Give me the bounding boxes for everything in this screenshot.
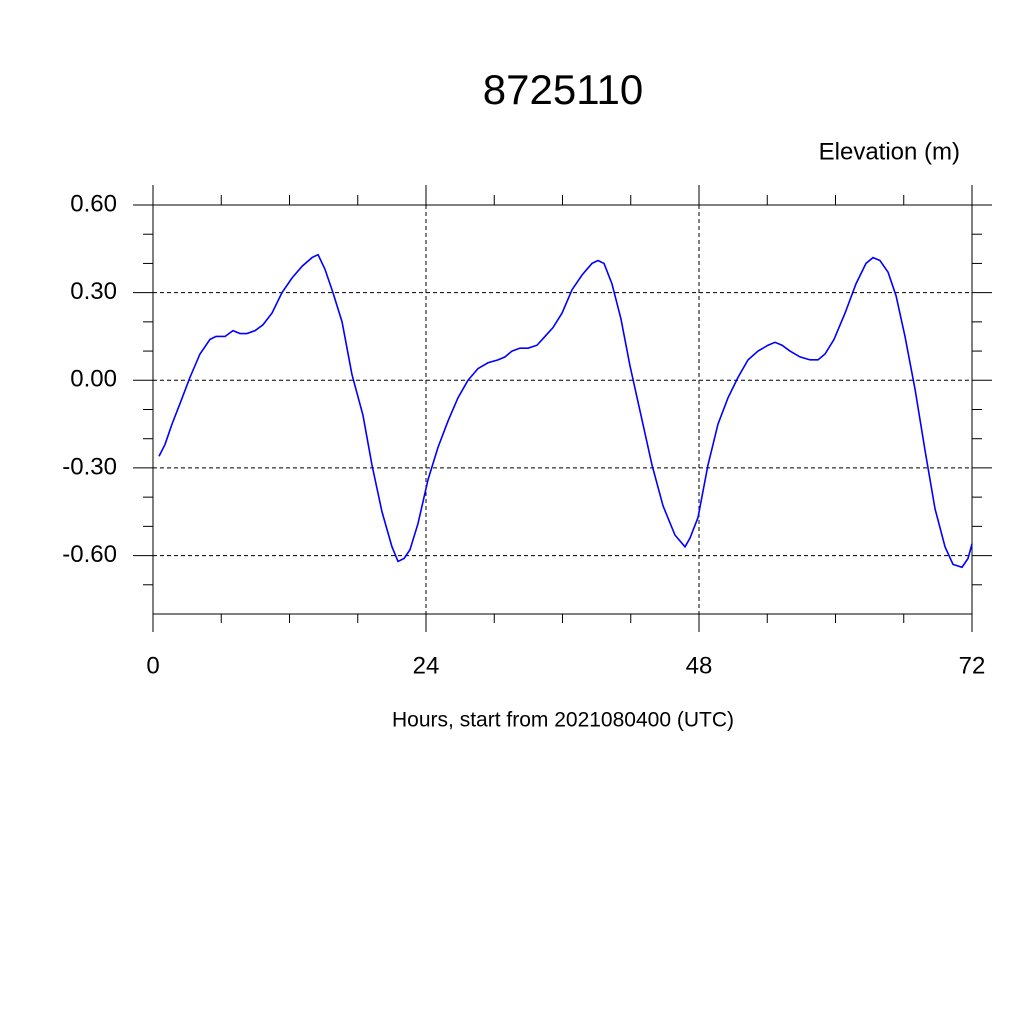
y-tick-label: -0.60 xyxy=(62,541,117,568)
y-tick-label: -0.30 xyxy=(62,453,117,480)
x-tick-label: 24 xyxy=(413,652,440,679)
x-axis-label: Hours, start from 2021080400 (UTC) xyxy=(392,709,734,732)
y-tick-label: 0.30 xyxy=(70,278,117,305)
data-line xyxy=(158,253,973,569)
chart-title: 8725110 xyxy=(483,66,643,113)
y-tick-label: 0.00 xyxy=(70,366,117,393)
y-tick-label: 0.60 xyxy=(70,190,117,217)
x-tick-label: 72 xyxy=(959,652,986,679)
plot-frame xyxy=(152,204,973,615)
axis-unit: Elevation (m) xyxy=(819,138,960,165)
x-tick-label: 48 xyxy=(686,652,713,679)
x-tick-label: 0 xyxy=(146,652,159,679)
